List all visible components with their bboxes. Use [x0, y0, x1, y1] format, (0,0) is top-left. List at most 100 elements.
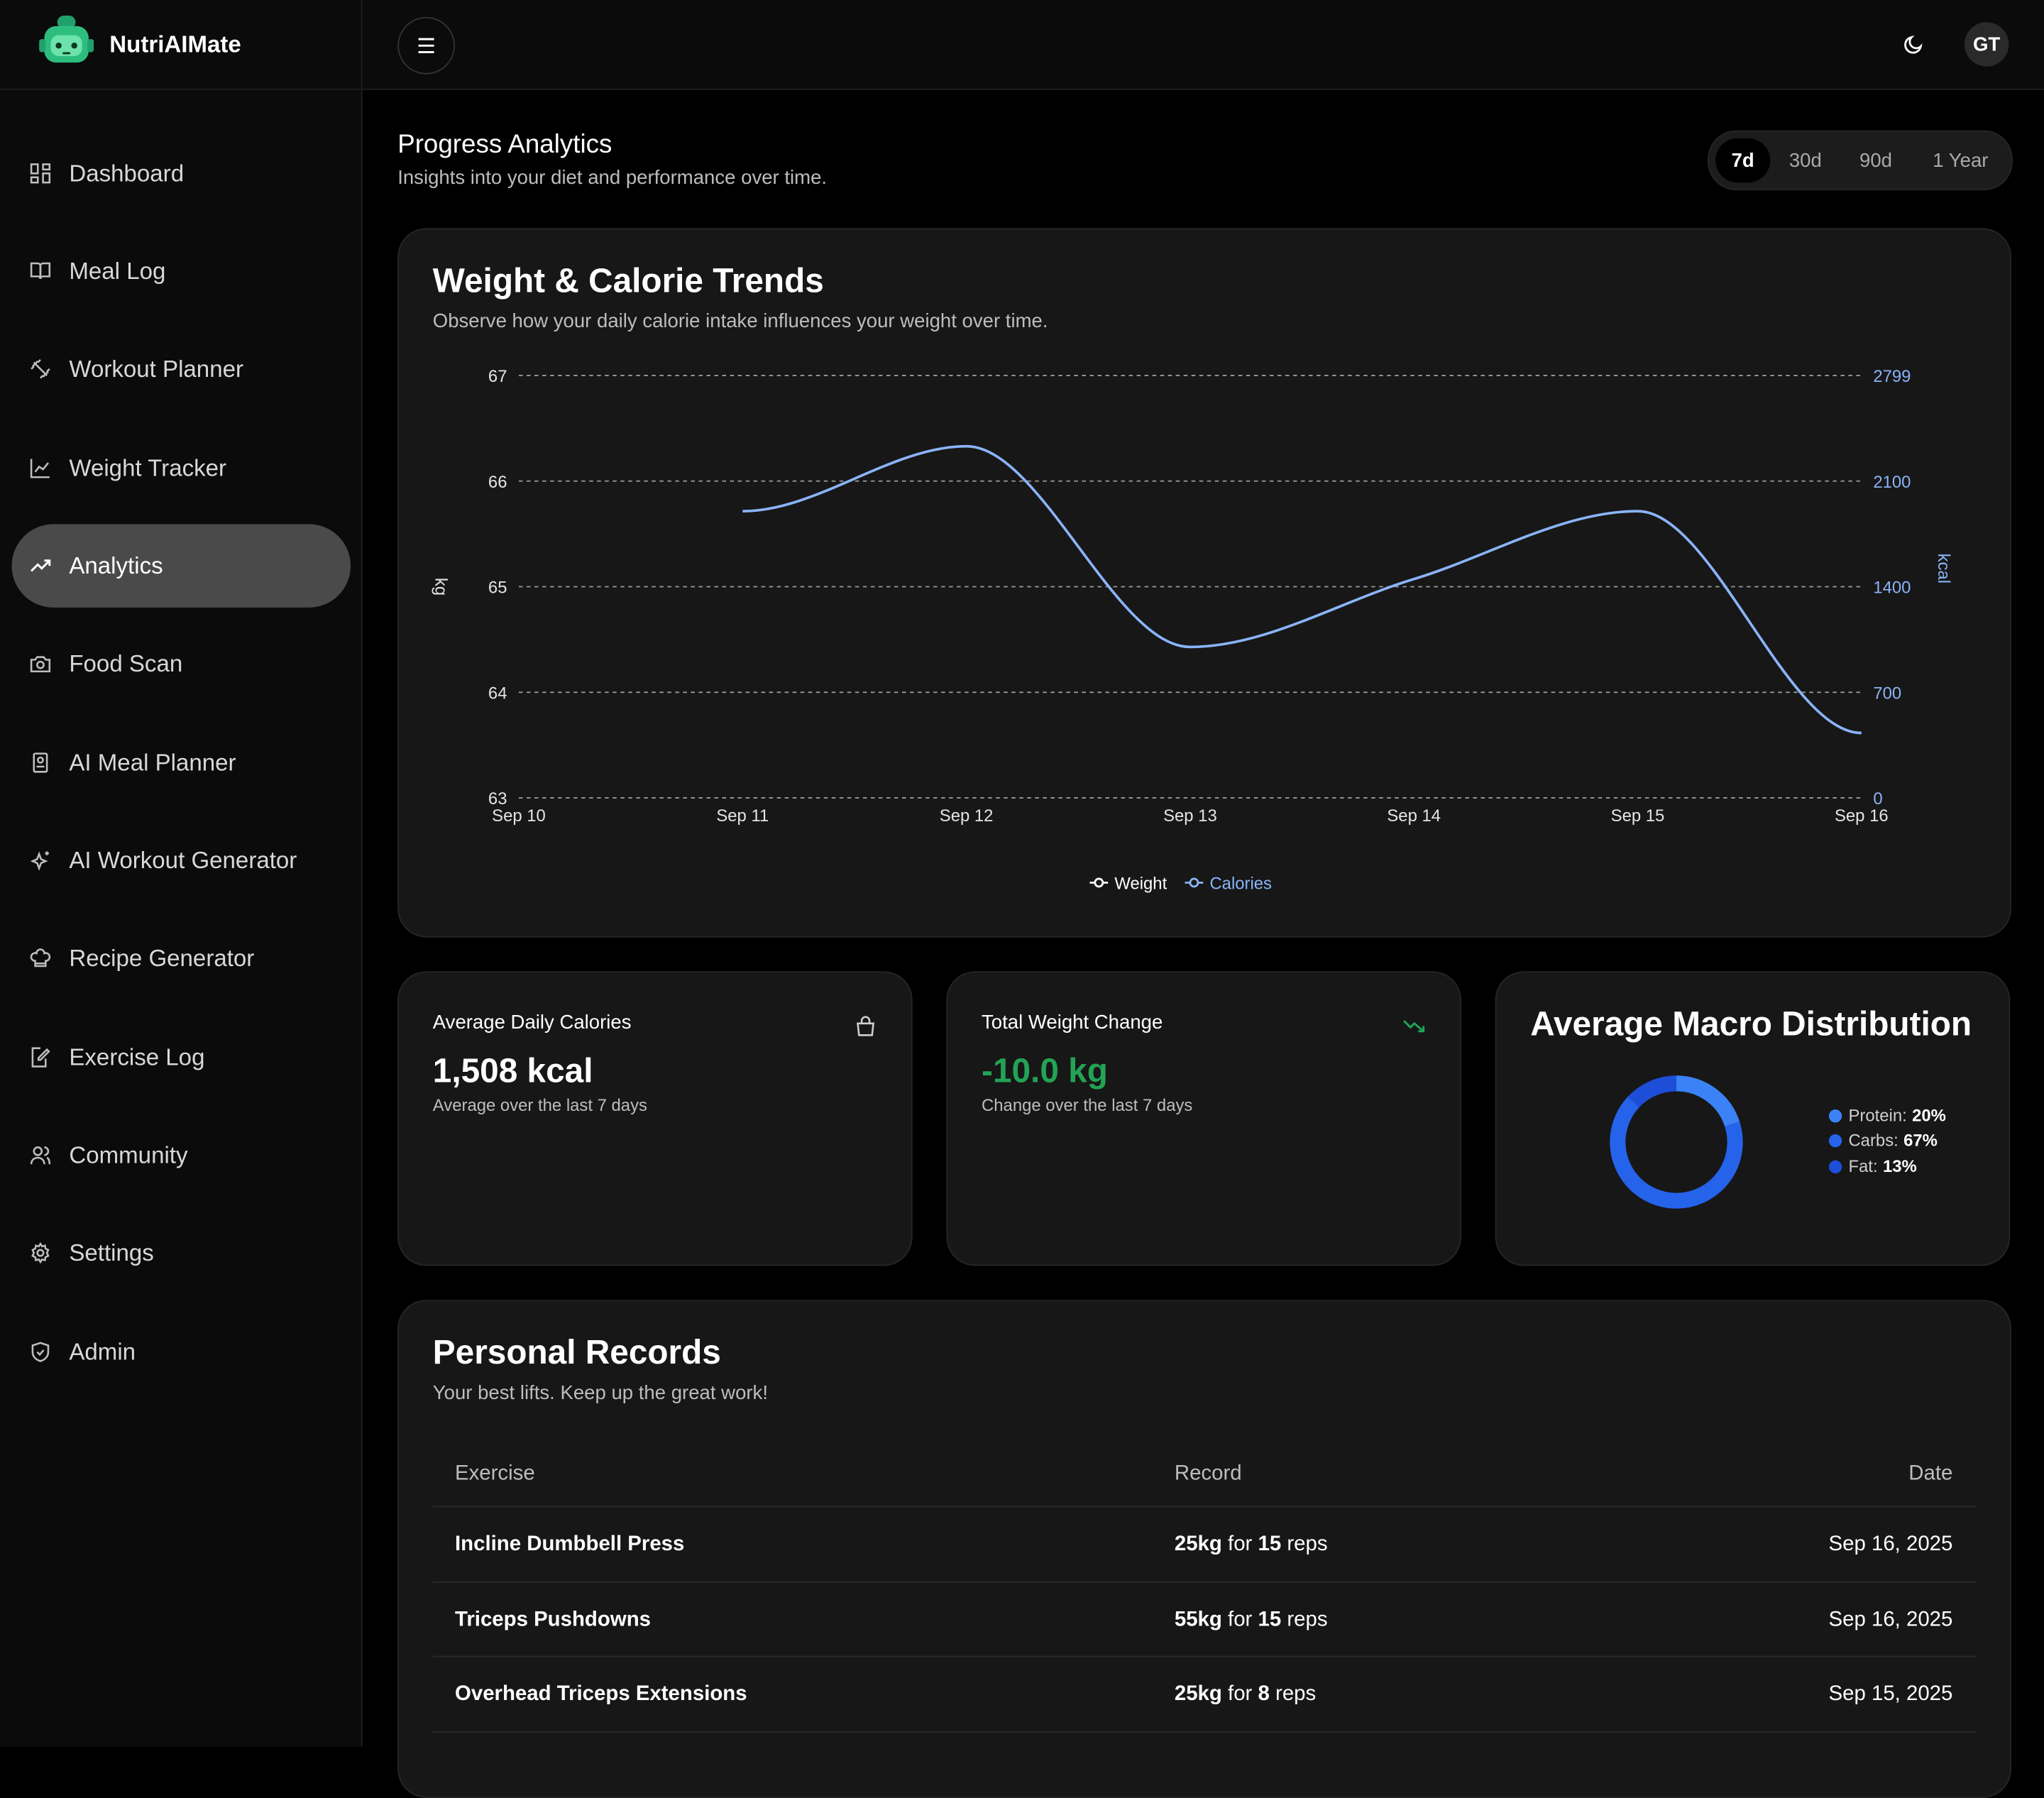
legend-fat: Fat: 13%: [1828, 1156, 1917, 1176]
donut-slice: [1627, 1075, 1677, 1108]
exercise-cell: Overhead Triceps Extensions: [455, 1683, 747, 1706]
col-record: Record: [1174, 1462, 1242, 1486]
range-90d-button[interactable]: 90d: [1859, 149, 1892, 172]
hamburger-icon: [418, 38, 434, 53]
record-weight: 25kg: [1174, 1533, 1222, 1556]
y-right-tick: 700: [1873, 684, 1901, 703]
line-chart-icon: [28, 455, 54, 481]
fat-dot: [1828, 1159, 1842, 1173]
legend-label: Protein:: [1848, 1105, 1907, 1126]
notebook-icon: [28, 750, 54, 776]
theme-toggle-button[interactable]: [1898, 28, 1929, 60]
moon-icon: [1904, 35, 1923, 54]
y-right-tick: 1400: [1873, 579, 1911, 598]
row-divider: [432, 1506, 1977, 1508]
legend-label: Carbs:: [1848, 1130, 1899, 1150]
sidebar-item-settings[interactable]: Settings: [12, 1211, 351, 1295]
trends-card: Weight & Calorie Trends Observe how your…: [397, 228, 2012, 938]
y-right-tick: 2100: [1873, 473, 1911, 492]
record-for: for: [1228, 1533, 1253, 1556]
sidebar-item-recipe-generator[interactable]: Recipe Generator: [12, 916, 351, 1000]
sidebar: NutriAIMate Dashboard Meal Log Workout P…: [0, 0, 363, 1748]
sidebar-item-ai-workout-generator[interactable]: AI Workout Generator: [12, 818, 351, 902]
row-divider: [432, 1731, 1977, 1733]
weight-calorie-chart: 67 66 65 64 63 2799 2100 1400 700 0 kg kcal Sep 10 Se…: [431, 367, 1953, 893]
range-selector: 7d 30d 90d 1 Year: [1708, 130, 2013, 191]
sidebar-item-label: Settings: [69, 1239, 154, 1266]
y-right-tick: 2799: [1873, 367, 1911, 386]
sidebar-item-community[interactable]: Community: [12, 1114, 351, 1197]
stat-value: -10.0 kg: [982, 1051, 1108, 1090]
brand[interactable]: NutriAIMate: [0, 0, 361, 90]
sparkles-icon: [28, 848, 54, 874]
stat-value: 1,508 kcal: [432, 1051, 593, 1090]
row-divider: [432, 1655, 1977, 1657]
exercise-cell: Triceps Pushdowns: [455, 1608, 652, 1631]
record-for: for: [1228, 1608, 1253, 1631]
date-cell: Sep 16, 2025: [1828, 1608, 1953, 1631]
sidebar-item-ai-meal-planner[interactable]: AI Meal Planner: [12, 721, 351, 805]
record-for: for: [1228, 1683, 1253, 1706]
record-cell: 25kg for 8 reps: [1175, 1683, 1316, 1706]
avatar[interactable]: GT: [1964, 22, 2009, 67]
legend-protein: Protein: 20%: [1828, 1105, 1946, 1126]
macro-title: Average Macro Distribution: [1530, 1004, 1972, 1043]
sidebar-item-label: AI Workout Generator: [69, 846, 297, 873]
sidebar-item-label: Meal Log: [69, 257, 166, 284]
page-title: Progress Analytics: [397, 130, 612, 160]
row-divider: [432, 1581, 1977, 1583]
col-date: Date: [1908, 1462, 1953, 1486]
record-reps: 15: [1258, 1533, 1282, 1556]
sidebar-item-label: Workout Planner: [69, 355, 243, 382]
range-7d-button[interactable]: 7d: [1715, 138, 1771, 183]
trending-down-icon: [1403, 1020, 1425, 1033]
shield-icon: [28, 1339, 54, 1365]
record-weight: 25kg: [1174, 1683, 1222, 1706]
x-tick: Sep 16: [1835, 806, 1889, 826]
legend-marker: [1094, 877, 1104, 888]
y-left-label: kg: [431, 578, 450, 596]
date-cell: Sep 16, 2025: [1828, 1533, 1953, 1556]
sidebar-item-exercise-log[interactable]: Exercise Log: [12, 1016, 351, 1100]
weight-change-card: Total Weight Change -10.0 kg Change over…: [946, 971, 1461, 1266]
range-30d-button[interactable]: 30d: [1788, 149, 1822, 172]
sidebar-item-admin[interactable]: Admin: [12, 1310, 351, 1394]
stat-label: Average Daily Calories: [432, 1012, 632, 1034]
record-reps: 8: [1258, 1683, 1270, 1706]
legend-label: Fat:: [1848, 1156, 1878, 1176]
y-left-tick: 67: [488, 367, 507, 386]
record-cell: 55kg for 15 reps: [1175, 1608, 1328, 1632]
record-cell: 25kg for 15 reps: [1175, 1533, 1328, 1557]
sidebar-item-label: Analytics: [69, 552, 163, 579]
range-1year-button[interactable]: 1 Year: [1933, 149, 1989, 172]
avg-calories-card: Average Daily Calories 1,508 kcal Averag…: [397, 971, 913, 1266]
robot-logo-icon: [39, 16, 94, 63]
legend-value: 67%: [1903, 1130, 1938, 1150]
y-right-label: kcal: [1934, 554, 1953, 583]
trending-up-icon: [28, 553, 54, 579]
carbs-dot: [1828, 1134, 1842, 1147]
sidebar-item-workout-planner[interactable]: Workout Planner: [12, 327, 351, 411]
y-left-tick: 63: [488, 789, 507, 808]
records-subtitle: Your best lifts. Keep up the great work!: [432, 1381, 769, 1405]
sidebar-item-label: Food Scan: [69, 649, 183, 676]
sidebar-item-weight-tracker[interactable]: Weight Tracker: [12, 427, 351, 510]
app-name: NutriAIMate: [109, 31, 241, 57]
record-reps-label: reps: [1287, 1608, 1328, 1631]
y-left-tick: 64: [488, 684, 507, 703]
legend-marker: [1189, 877, 1199, 888]
protein-dot: [1828, 1109, 1842, 1122]
sidebar-item-food-scan[interactable]: Food Scan: [12, 622, 351, 706]
sidebar-item-label: Admin: [69, 1338, 136, 1365]
legend-value: 13%: [1882, 1156, 1917, 1176]
col-exercise: Exercise: [455, 1462, 535, 1486]
record-reps-label: reps: [1275, 1683, 1317, 1706]
menu-button[interactable]: [397, 16, 456, 75]
x-tick: Sep 13: [1163, 806, 1217, 826]
sidebar-item-analytics[interactable]: Analytics: [11, 524, 351, 608]
sidebar-item-label: Community: [69, 1141, 188, 1168]
legend-value: 20%: [1912, 1105, 1946, 1126]
sidebar-item-dashboard[interactable]: Dashboard: [12, 132, 351, 216]
sidebar-item-meal-log[interactable]: Meal Log: [12, 229, 351, 313]
trends-title: Weight & Calorie Trends: [432, 261, 824, 300]
